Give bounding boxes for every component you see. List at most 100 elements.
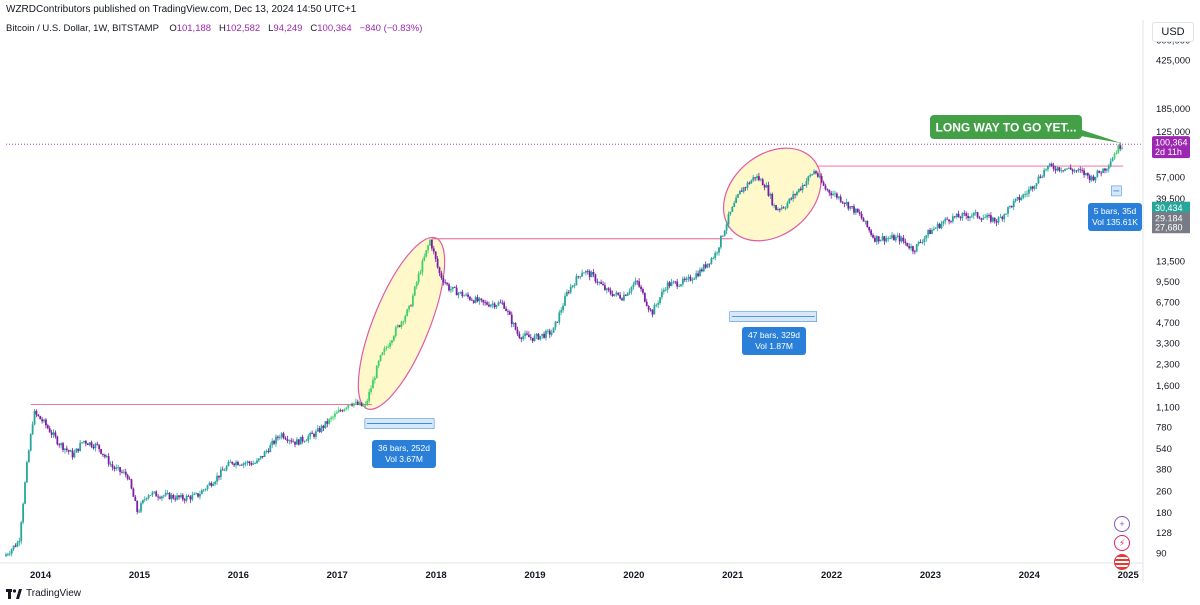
candle-body — [877, 236, 880, 242]
candle-body — [1012, 201, 1015, 208]
candle-body — [765, 185, 768, 188]
high-label: H — [218, 23, 226, 34]
candle-body — [1073, 170, 1076, 172]
candle-body — [65, 448, 68, 451]
bolt-icon[interactable]: ⚡ — [1114, 535, 1130, 551]
x-tick-label: 2016 — [228, 570, 249, 581]
candle-body — [109, 464, 112, 466]
y-tick-label: 260 — [1156, 487, 1172, 498]
candle-body — [337, 410, 340, 413]
candle-body — [294, 441, 296, 445]
candle-body — [906, 242, 909, 247]
candle-body — [1022, 194, 1025, 198]
candle-body — [1121, 147, 1123, 149]
candle-body — [976, 212, 979, 218]
candle-body — [588, 271, 591, 278]
candle-body — [427, 245, 429, 251]
candle-body — [896, 235, 899, 237]
candle-body — [90, 442, 93, 447]
candle-body — [31, 424, 34, 435]
candle-body — [837, 196, 840, 198]
candle-body — [244, 462, 247, 464]
candle-body — [58, 444, 61, 446]
header: WZRDContributors published on TradingVie… — [0, 0, 1200, 20]
candle-body — [37, 414, 40, 417]
candle-body — [733, 203, 736, 207]
candle-body — [499, 302, 502, 304]
candle-body — [678, 286, 680, 287]
plus-circle-icon[interactable]: + — [1114, 516, 1130, 532]
candle-body — [598, 282, 601, 283]
candle-body — [410, 305, 412, 307]
candle-body — [242, 463, 245, 466]
measure-box — [372, 440, 436, 468]
candle-body — [134, 496, 137, 501]
candle-body — [446, 282, 449, 285]
scale-tag-label: 30,434 — [1155, 203, 1183, 213]
candle-body — [854, 208, 857, 213]
candle-body — [92, 446, 95, 449]
candle-body — [746, 182, 749, 188]
currency-button[interactable]: USD — [1152, 22, 1194, 42]
candle-body — [725, 224, 728, 231]
symbol-label[interactable]: Bitcoin / U.S. Dollar, 1W, BITSTAMP — [6, 23, 159, 34]
candle-body — [138, 511, 140, 513]
candle-body — [278, 437, 281, 439]
candle-body — [157, 496, 160, 498]
candle-body — [328, 418, 331, 424]
candle-body — [1079, 169, 1082, 171]
candle-body — [128, 478, 131, 480]
candle-body — [689, 276, 692, 281]
callout-pointer — [1075, 130, 1122, 144]
candle-body — [187, 495, 190, 497]
open-value: 101,188 — [176, 23, 212, 34]
candle-body — [153, 491, 156, 493]
candle-body — [596, 281, 599, 283]
candle-body — [756, 176, 758, 179]
candle-body — [535, 333, 538, 336]
candle-body — [1115, 152, 1118, 155]
candle-body — [567, 291, 570, 293]
y-tick-label: 128 — [1156, 528, 1172, 539]
candle-body — [1026, 193, 1028, 195]
candle-body — [489, 304, 492, 307]
candle-body — [470, 299, 473, 301]
candle-body — [486, 302, 488, 305]
candle-body — [529, 337, 532, 338]
candle-body — [953, 216, 956, 218]
candle-body — [396, 325, 399, 328]
candle-body — [423, 256, 426, 261]
candle-body — [326, 421, 329, 424]
candle-body — [579, 276, 582, 278]
candle-body — [252, 463, 255, 465]
candle-body — [1056, 167, 1059, 171]
candle-body — [94, 443, 97, 449]
candle-body — [351, 404, 353, 406]
candle-body — [141, 500, 144, 504]
candle-body — [132, 488, 135, 497]
candle-body — [889, 238, 892, 239]
candle-body — [436, 258, 439, 268]
high-value: 102,582 — [225, 23, 261, 34]
candle-body — [29, 434, 32, 451]
candle-body — [818, 176, 821, 177]
candle-body — [672, 281, 675, 283]
candle-body — [286, 439, 289, 441]
y-tick-label: 2,300 — [1156, 360, 1180, 371]
candle-body — [885, 238, 888, 242]
x-tick-label: 2021 — [722, 570, 744, 581]
candle-body — [315, 431, 317, 437]
candle-body — [847, 202, 850, 209]
candle-body — [1045, 169, 1047, 171]
y-tick-label: 39,500 — [1156, 194, 1185, 205]
candle-body — [81, 442, 83, 444]
flag-icon[interactable] — [1114, 554, 1130, 570]
candle-body — [797, 188, 800, 192]
candle-body — [919, 242, 922, 243]
candle-body — [261, 455, 264, 457]
candle-body — [425, 250, 428, 257]
candle-body — [98, 444, 101, 450]
candle-body — [752, 177, 755, 181]
candle-body — [957, 213, 960, 218]
